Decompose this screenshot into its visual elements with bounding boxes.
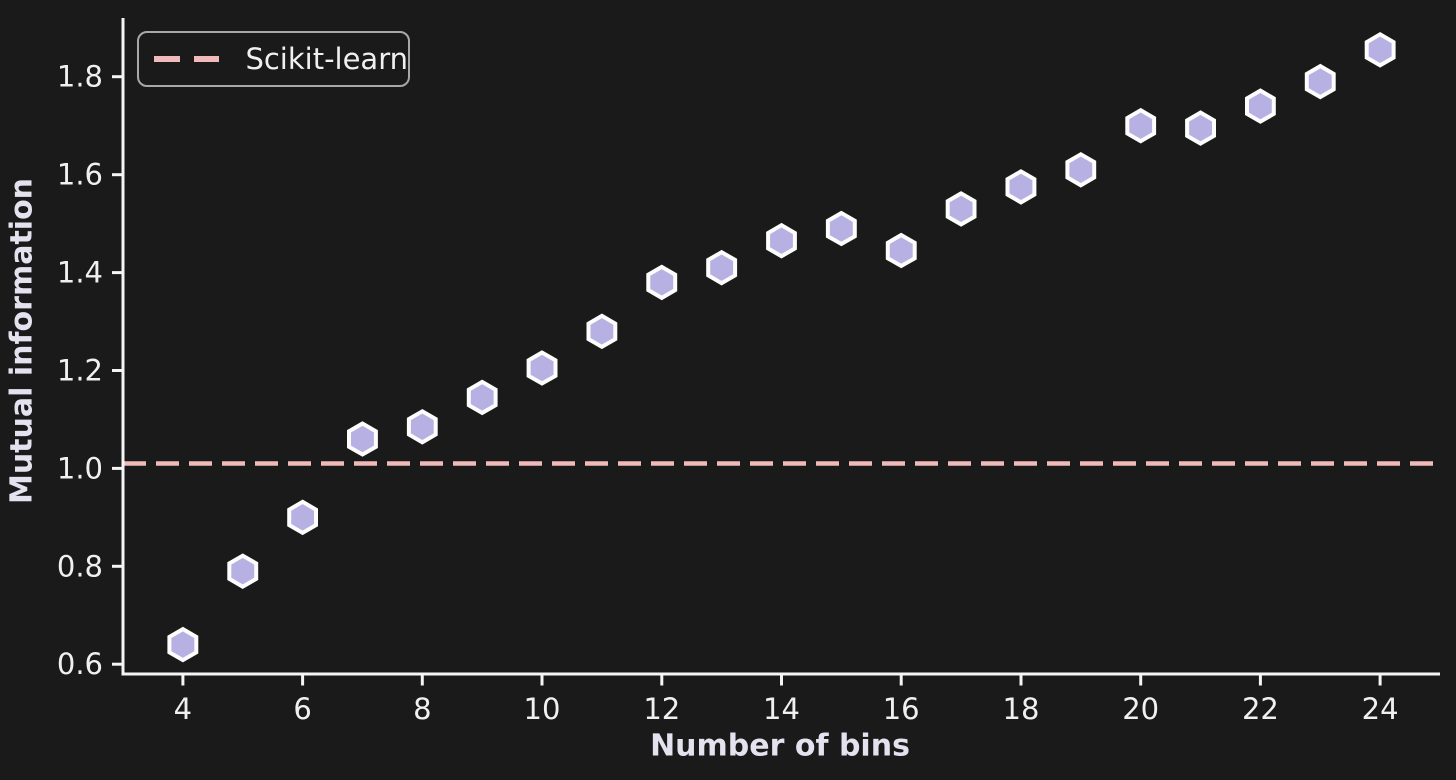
data-point-hexagon [1304, 63, 1336, 100]
data-point-hexagon [706, 249, 738, 286]
x-tick-label: 18 [1003, 692, 1040, 726]
y-tick-label: 1.6 [57, 158, 103, 192]
data-point-hexagon [1125, 107, 1157, 144]
y-tick-label: 1.4 [57, 256, 103, 290]
x-axis-title: Number of bins [650, 728, 910, 764]
x-tick-label: 4 [174, 692, 192, 726]
y-tick-label: 1.8 [57, 60, 103, 94]
x-tick-label: 24 [1362, 692, 1399, 726]
data-point-hexagon [646, 264, 678, 301]
x-tick-label: 14 [763, 692, 800, 726]
data-point-hexagon [1005, 169, 1037, 205]
y-tick-label: 1.0 [57, 451, 103, 485]
data-point-hexagon [945, 191, 977, 227]
x-tick-label: 6 [293, 692, 311, 726]
x-tick-label: 22 [1242, 692, 1279, 726]
data-point-hexagon [167, 626, 199, 663]
data-point-hexagon [227, 553, 259, 590]
y-tick-label: 1.2 [57, 354, 103, 388]
data-point-hexagon [1245, 88, 1276, 124]
x-tick-label: 12 [643, 692, 680, 726]
data-point-hexagon [825, 210, 857, 247]
x-tick-label: 8 [413, 692, 431, 726]
data-point-hexagon [1364, 31, 1396, 68]
data-point-hexagon [287, 499, 318, 536]
data-point-hexagon [885, 232, 917, 269]
legend-dash-sample [154, 56, 220, 62]
data-point-hexagon [406, 408, 438, 445]
y-axis-title: Mutual information [4, 177, 40, 505]
y-tick-label: 0.8 [57, 549, 103, 583]
data-point-hexagon [466, 379, 498, 416]
data-point-hexagon [586, 313, 618, 350]
x-tick-label: 10 [524, 692, 561, 726]
data-point-hexagon [347, 421, 378, 457]
data-point-hexagon [1185, 110, 1216, 146]
legend-box: Scikit-learn [137, 31, 410, 87]
x-tick-label: 16 [883, 692, 920, 726]
data-point-hexagon [766, 222, 797, 259]
x-tick-label: 20 [1122, 692, 1159, 726]
data-point-hexagon [1065, 151, 1097, 188]
y-tick-label: 0.6 [57, 647, 103, 681]
data-point-hexagon [526, 350, 558, 386]
legend-entry-label: Scikit-learn [245, 41, 408, 76]
